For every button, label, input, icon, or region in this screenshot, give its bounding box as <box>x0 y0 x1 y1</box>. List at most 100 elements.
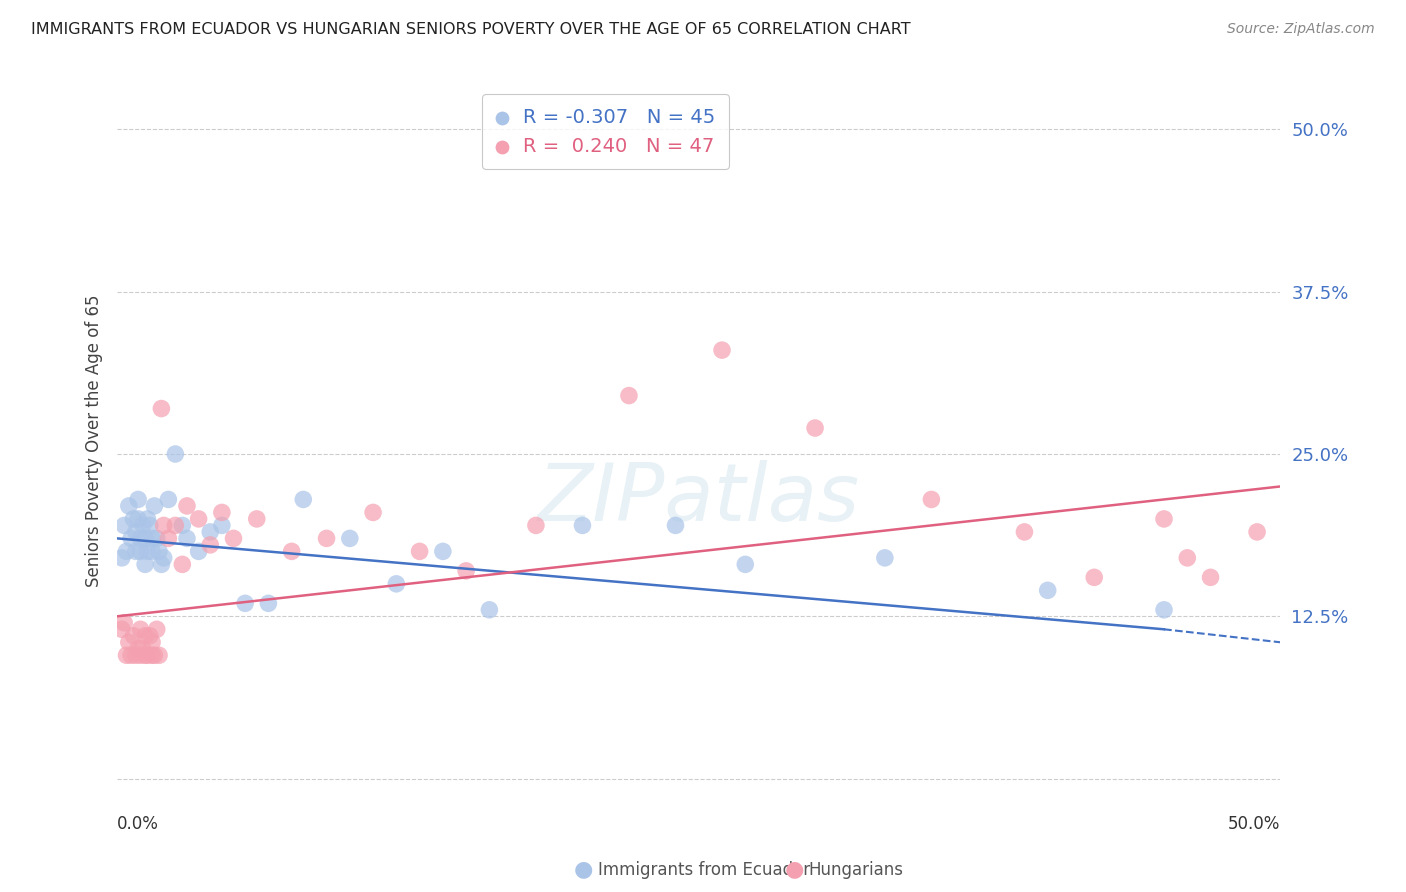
Point <box>233 596 256 610</box>
Point <box>734 558 756 572</box>
Point <box>115 648 138 663</box>
Point <box>456 564 478 578</box>
Point <box>134 532 156 546</box>
Point <box>120 532 142 546</box>
Point <box>1199 570 1222 584</box>
Point <box>920 492 942 507</box>
Point <box>141 648 163 663</box>
Point <box>148 544 170 558</box>
Y-axis label: Seniors Poverty Over the Age of 65: Seniors Poverty Over the Age of 65 <box>86 294 103 587</box>
Point <box>246 512 269 526</box>
Point <box>141 635 163 649</box>
Point <box>143 648 166 663</box>
Point <box>211 518 233 533</box>
Text: ZIPatlas: ZIPatlas <box>537 460 860 538</box>
Point <box>132 518 155 533</box>
Point <box>257 596 280 610</box>
Point <box>1153 512 1175 526</box>
Point <box>112 518 135 533</box>
Point <box>112 615 135 630</box>
Point <box>187 512 209 526</box>
Point <box>873 550 896 565</box>
Text: 50.0%: 50.0% <box>1227 815 1281 833</box>
Point <box>143 499 166 513</box>
Point <box>361 505 384 519</box>
Point <box>134 629 156 643</box>
Point <box>122 629 145 643</box>
Point <box>145 622 167 636</box>
Point <box>136 512 159 526</box>
Point <box>141 532 163 546</box>
Point <box>125 544 148 558</box>
Point <box>152 550 174 565</box>
Point <box>211 505 233 519</box>
Point <box>339 532 361 546</box>
Point <box>141 544 163 558</box>
Point <box>139 629 162 643</box>
Point <box>111 550 134 565</box>
Text: Source: ZipAtlas.com: Source: ZipAtlas.com <box>1227 22 1375 37</box>
Point <box>129 622 152 636</box>
Point <box>129 648 152 663</box>
Point <box>165 518 187 533</box>
Point <box>136 648 159 663</box>
Point <box>152 518 174 533</box>
Point <box>122 512 145 526</box>
Point <box>165 447 187 461</box>
Point <box>125 524 148 539</box>
Point <box>150 558 173 572</box>
Point <box>524 518 547 533</box>
Point <box>408 544 430 558</box>
Point <box>120 648 142 663</box>
Point <box>187 544 209 558</box>
Text: ●: ● <box>574 860 593 880</box>
Point <box>385 577 408 591</box>
Point <box>134 648 156 663</box>
Point <box>292 492 315 507</box>
Point <box>222 532 245 546</box>
Point <box>129 544 152 558</box>
Point <box>1083 570 1105 584</box>
Point <box>150 401 173 416</box>
Point <box>1153 603 1175 617</box>
Point <box>315 532 337 546</box>
Point <box>432 544 454 558</box>
Point <box>280 544 302 558</box>
Point <box>664 518 686 533</box>
Text: ●: ● <box>785 860 804 880</box>
Point <box>571 518 593 533</box>
Point <box>139 518 162 533</box>
Point <box>176 532 198 546</box>
Point <box>1246 524 1268 539</box>
Point <box>115 544 138 558</box>
Point <box>200 538 222 552</box>
Point <box>1175 550 1198 565</box>
Point <box>132 641 155 656</box>
Legend: R = -0.307   N = 45, R =  0.240   N = 47: R = -0.307 N = 45, R = 0.240 N = 47 <box>482 95 730 169</box>
Point <box>145 532 167 546</box>
Point <box>1014 524 1036 539</box>
Point <box>176 499 198 513</box>
Text: 0.0%: 0.0% <box>117 815 159 833</box>
Point <box>711 343 734 358</box>
Point <box>118 499 141 513</box>
Point <box>172 558 194 572</box>
Point <box>118 635 141 649</box>
Point <box>129 532 152 546</box>
Point <box>804 421 827 435</box>
Point <box>148 648 170 663</box>
Point <box>478 603 501 617</box>
Point <box>125 648 148 663</box>
Point <box>1036 583 1059 598</box>
Point <box>172 518 194 533</box>
Point <box>157 532 180 546</box>
Point <box>617 388 640 402</box>
Point <box>127 512 149 526</box>
Text: IMMIGRANTS FROM ECUADOR VS HUNGARIAN SENIORS POVERTY OVER THE AGE OF 65 CORRELAT: IMMIGRANTS FROM ECUADOR VS HUNGARIAN SEN… <box>31 22 911 37</box>
Point <box>136 544 159 558</box>
Point <box>200 524 222 539</box>
Point <box>157 492 180 507</box>
Text: Hungarians: Hungarians <box>808 861 904 879</box>
Point <box>127 492 149 507</box>
Point <box>127 641 149 656</box>
